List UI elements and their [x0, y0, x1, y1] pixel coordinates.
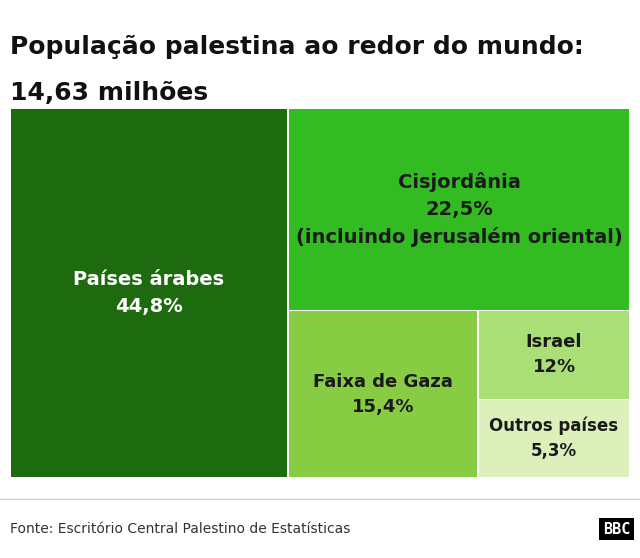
- Text: Fonte: Escritório Central Palestino de Estatísticas: Fonte: Escritório Central Palestino de E…: [10, 522, 350, 536]
- Bar: [479, 311, 630, 398]
- Text: BBC: BBC: [603, 522, 630, 536]
- Text: BBC: BBC: [603, 522, 630, 536]
- Bar: [289, 109, 630, 310]
- Text: Faixa de Gaza
15,4%: Faixa de Gaza 15,4%: [313, 373, 452, 416]
- Bar: [10, 109, 287, 478]
- Bar: [479, 400, 630, 478]
- Text: Israel
12%: Israel 12%: [526, 334, 582, 377]
- Text: 14,63 milhões: 14,63 milhões: [10, 81, 208, 105]
- Text: Outros países
5,3%: Outros países 5,3%: [490, 417, 619, 460]
- Text: Países árabes
44,8%: Países árabes 44,8%: [73, 270, 224, 316]
- Bar: [289, 311, 477, 478]
- Text: Cisjordânia
22,5%
(incluindo Jerusalém oriental): Cisjordânia 22,5% (incluindo Jerusalém o…: [296, 172, 623, 247]
- Text: População palestina ao redor do mundo:: População palestina ao redor do mundo:: [10, 35, 583, 59]
